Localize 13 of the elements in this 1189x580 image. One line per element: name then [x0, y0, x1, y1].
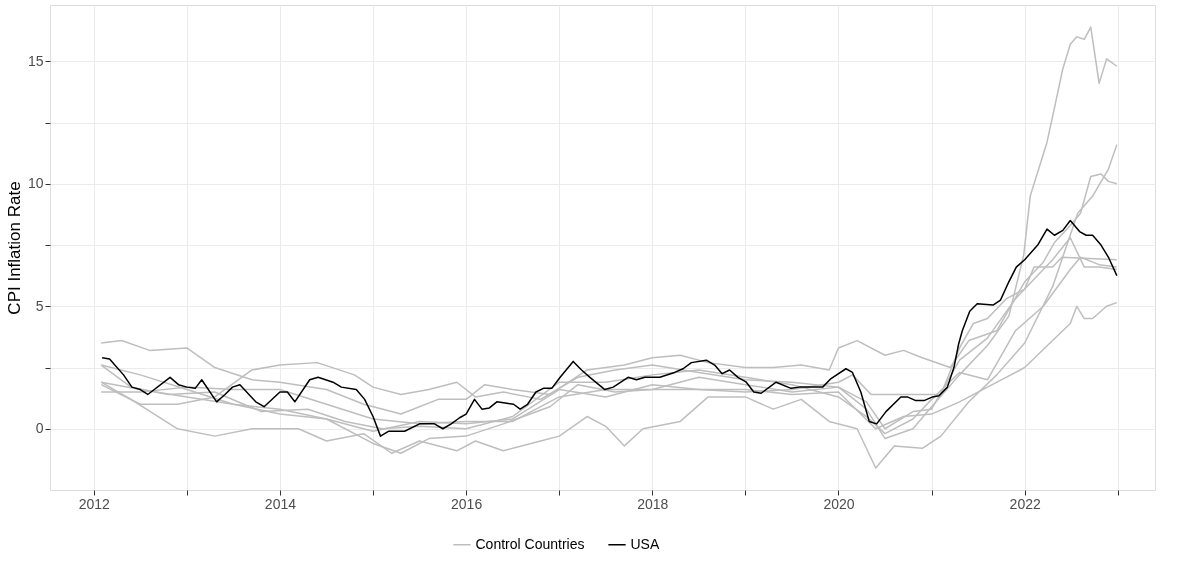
- y-tick-label: 10: [27, 175, 44, 192]
- y-axis-title: CPI Inflation Rate: [4, 181, 24, 315]
- legend-label: Control Countries: [475, 535, 585, 552]
- x-tick-label: 2016: [451, 495, 483, 512]
- y-tick-label: 15: [27, 52, 44, 69]
- x-tick-label: 2014: [264, 495, 297, 512]
- y-tick-label: 5: [35, 297, 44, 314]
- y-tick-label: 0: [35, 420, 44, 437]
- legend-label: USA: [630, 535, 660, 552]
- x-tick-label: 2022: [1009, 495, 1041, 512]
- x-tick-label: 2018: [637, 495, 669, 512]
- x-tick-label: 2020: [823, 495, 855, 512]
- x-tick-label: 2012: [78, 495, 111, 512]
